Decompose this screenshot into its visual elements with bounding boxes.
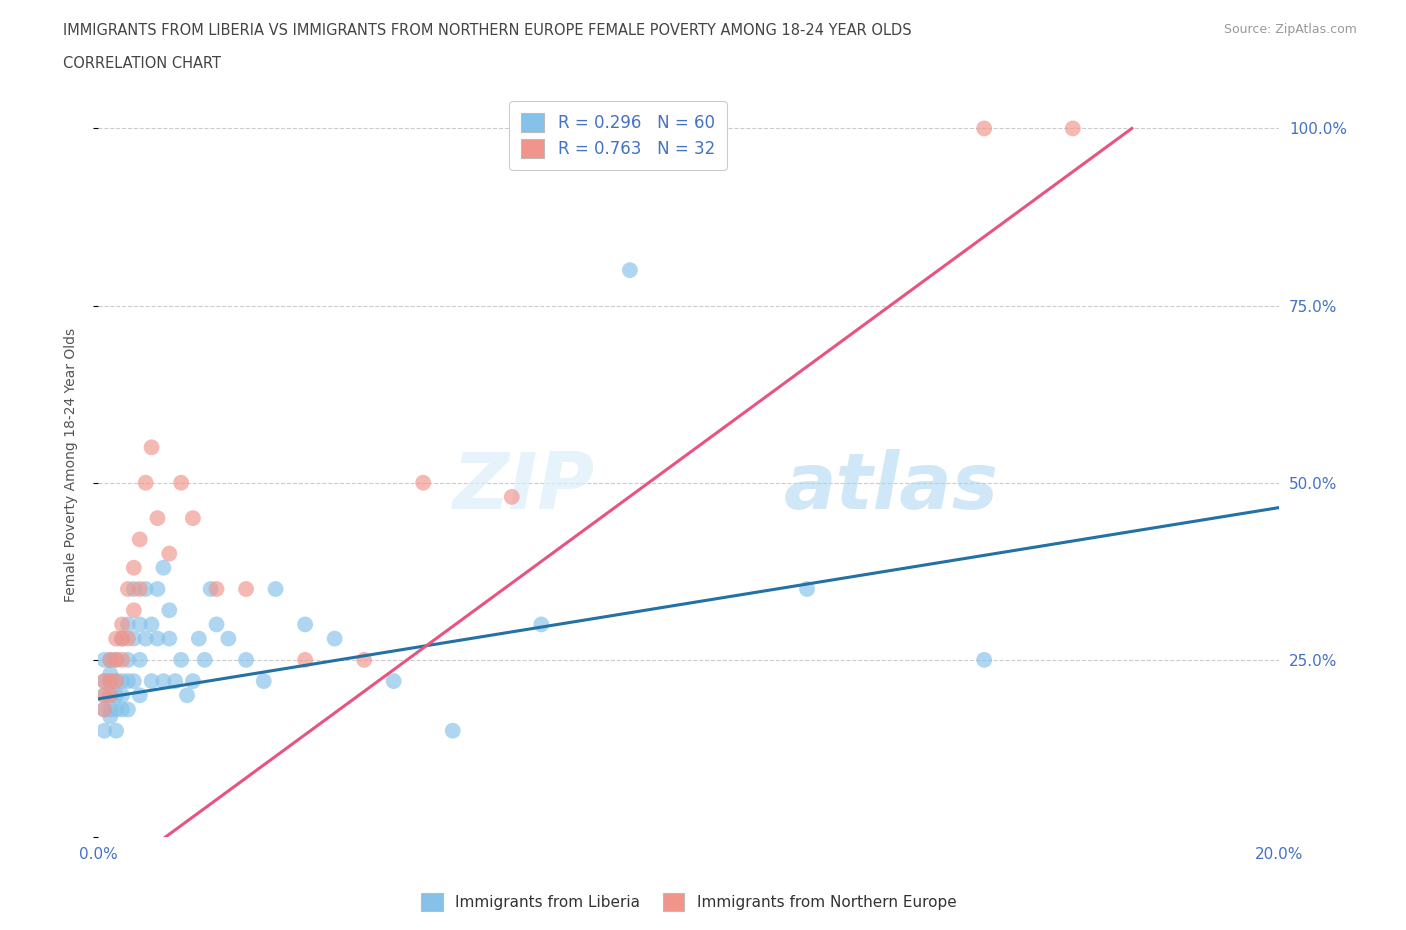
Point xyxy=(98,702,121,717)
Point xyxy=(264,581,287,596)
Point xyxy=(205,581,228,596)
Point xyxy=(128,688,150,703)
Point xyxy=(122,673,145,688)
Point xyxy=(294,653,316,668)
Point xyxy=(135,631,157,646)
Point xyxy=(353,653,375,668)
Point xyxy=(111,631,134,646)
Point xyxy=(117,653,139,668)
Point xyxy=(111,617,134,631)
Point xyxy=(205,617,228,631)
Point xyxy=(111,702,134,717)
Point xyxy=(294,617,316,631)
Point xyxy=(122,603,145,618)
Point xyxy=(165,673,187,688)
Point xyxy=(128,532,150,547)
Point xyxy=(98,653,121,668)
Point xyxy=(93,724,115,738)
Point xyxy=(146,511,169,525)
Point xyxy=(619,262,641,277)
Point xyxy=(105,673,128,688)
Point xyxy=(973,121,995,136)
Point xyxy=(111,653,134,668)
Point xyxy=(111,688,134,703)
Point xyxy=(157,631,180,646)
Point xyxy=(135,475,157,490)
Point xyxy=(111,673,134,688)
Point xyxy=(117,581,139,596)
Point xyxy=(235,653,257,668)
Point xyxy=(105,653,128,668)
Y-axis label: Female Poverty Among 18-24 Year Olds: Female Poverty Among 18-24 Year Olds xyxy=(63,328,77,602)
Point xyxy=(93,673,115,688)
Point xyxy=(217,631,239,646)
Point xyxy=(141,440,163,455)
Point xyxy=(93,688,115,703)
Point xyxy=(105,631,128,646)
Point xyxy=(98,673,121,688)
Point xyxy=(253,673,276,688)
Point xyxy=(796,581,818,596)
Point xyxy=(128,617,150,631)
Point xyxy=(170,475,193,490)
Point xyxy=(412,475,434,490)
Point xyxy=(105,688,128,703)
Point xyxy=(501,489,523,504)
Point xyxy=(1062,121,1084,136)
Point xyxy=(146,581,169,596)
Text: ZIP: ZIP xyxy=(453,449,595,525)
Point xyxy=(98,688,121,703)
Point xyxy=(441,724,464,738)
Point xyxy=(128,653,150,668)
Point xyxy=(157,546,180,561)
Point xyxy=(128,581,150,596)
Point xyxy=(105,653,128,668)
Point xyxy=(122,631,145,646)
Point xyxy=(200,581,222,596)
Point xyxy=(152,673,174,688)
Point xyxy=(530,617,553,631)
Point xyxy=(98,653,121,668)
Point xyxy=(181,511,204,525)
Point xyxy=(187,631,209,646)
Point xyxy=(117,617,139,631)
Point xyxy=(105,673,128,688)
Text: IMMIGRANTS FROM LIBERIA VS IMMIGRANTS FROM NORTHERN EUROPE FEMALE POVERTY AMONG : IMMIGRANTS FROM LIBERIA VS IMMIGRANTS FR… xyxy=(63,23,912,38)
Point xyxy=(323,631,346,646)
Point xyxy=(117,673,139,688)
Point xyxy=(105,702,128,717)
Point xyxy=(194,653,217,668)
Point xyxy=(122,581,145,596)
Point xyxy=(141,673,163,688)
Point xyxy=(170,653,193,668)
Point xyxy=(141,617,163,631)
Point xyxy=(93,688,115,703)
Point xyxy=(105,724,128,738)
Point xyxy=(382,673,405,688)
Point xyxy=(93,653,115,668)
Point xyxy=(93,702,115,717)
Point xyxy=(135,581,157,596)
Point xyxy=(98,709,121,724)
Point xyxy=(98,688,121,703)
Point xyxy=(181,673,204,688)
Point xyxy=(235,581,257,596)
Text: CORRELATION CHART: CORRELATION CHART xyxy=(63,56,221,71)
Point xyxy=(93,702,115,717)
Point xyxy=(973,653,995,668)
Point xyxy=(152,560,174,575)
Point xyxy=(157,603,180,618)
Point xyxy=(111,631,134,646)
Point xyxy=(117,631,139,646)
Point xyxy=(117,702,139,717)
Point xyxy=(93,673,115,688)
Point xyxy=(122,560,145,575)
Text: atlas: atlas xyxy=(783,449,998,525)
Point xyxy=(176,688,198,703)
Point xyxy=(98,667,121,682)
Legend: Immigrants from Liberia, Immigrants from Northern Europe: Immigrants from Liberia, Immigrants from… xyxy=(413,885,965,919)
Point xyxy=(146,631,169,646)
Point xyxy=(98,673,121,688)
Text: Source: ZipAtlas.com: Source: ZipAtlas.com xyxy=(1223,23,1357,36)
